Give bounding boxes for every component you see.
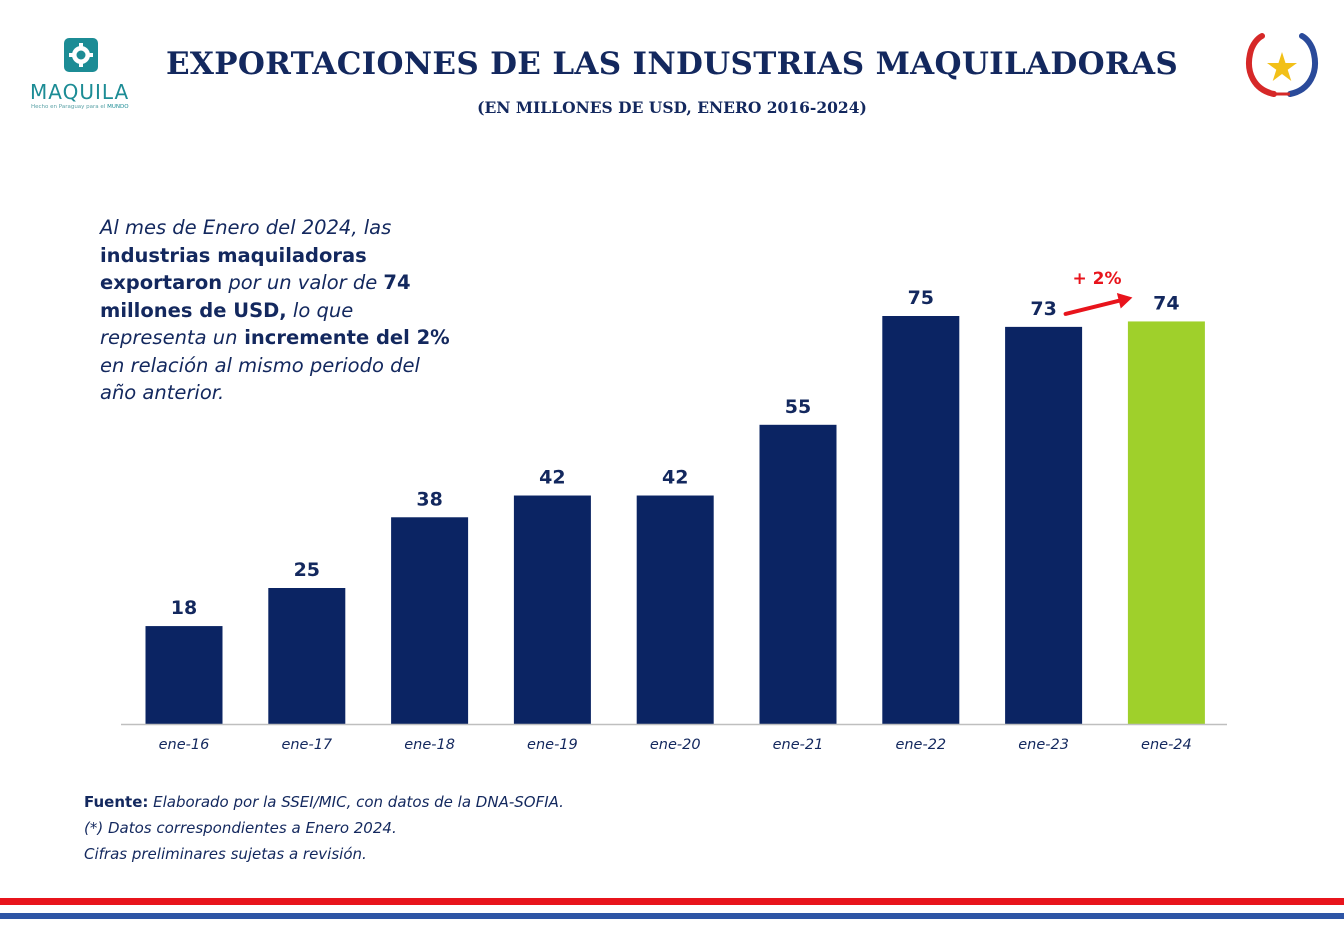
bar [636,495,714,724]
paraguay-coat-of-arms-icon [1246,33,1318,97]
bar [513,495,591,724]
category-label: ene-23 [1018,737,1069,753]
category-label: ene-22 [895,737,946,753]
bar [882,316,960,724]
red-stripe [0,898,1344,905]
growth-arrow-head [1116,293,1133,309]
maquila-logo: MAQUILA Hecho en Paraguay para el MUNDO [28,36,140,116]
logo-name: MAQUILA [30,80,130,104]
growth-annotation: + 2% [1072,269,1121,289]
note-line-1: (*) Datos correspondientes a Enero 2024. [84,819,397,837]
category-label: ene-20 [650,737,701,753]
category-label: ene-21 [773,737,824,753]
data-label: 18 [171,597,197,619]
bar [145,626,223,724]
data-label: 55 [785,396,811,418]
category-label: ene-24 [1141,737,1192,753]
maquila-gear-icon [64,38,98,72]
logo-tagline: Hecho en Paraguay para el MUNDO [31,104,129,110]
category-label: ene-17 [281,737,332,753]
category-label: ene-16 [159,737,210,753]
category-label: ene-19 [527,737,578,753]
data-label: 42 [539,467,565,489]
data-label: 74 [1153,292,1179,314]
page-title: EXPORTACIONES DE LAS INDUSTRIAS MAQUILAD… [165,46,1179,82]
data-label: 75 [908,287,934,309]
page-subtitle: (EN MILLONES DE USD, ENERO 2016-2024) [477,98,867,117]
bar [391,517,469,724]
data-label: 73 [1030,298,1056,320]
blue-stripe [0,913,1344,919]
note-line-2: Cifras preliminares sujetas a revisión. [84,845,367,863]
chart-description: Al mes de Enero del 2024, las industrias … [100,216,450,404]
bar [759,424,837,724]
source-notes: Fuente: Elaborado por la SSEI/MIC, con d… [84,789,564,867]
bar [1005,326,1083,724]
data-label: 25 [294,559,320,581]
source-line: Fuente: Elaborado por la SSEI/MIC, con d… [84,793,564,811]
data-label: 38 [416,488,442,510]
growth-arrow-line [1063,297,1125,316]
data-label: 42 [662,467,688,489]
category-label: ene-18 [404,737,455,753]
bar [268,588,346,724]
bar [1127,321,1205,724]
